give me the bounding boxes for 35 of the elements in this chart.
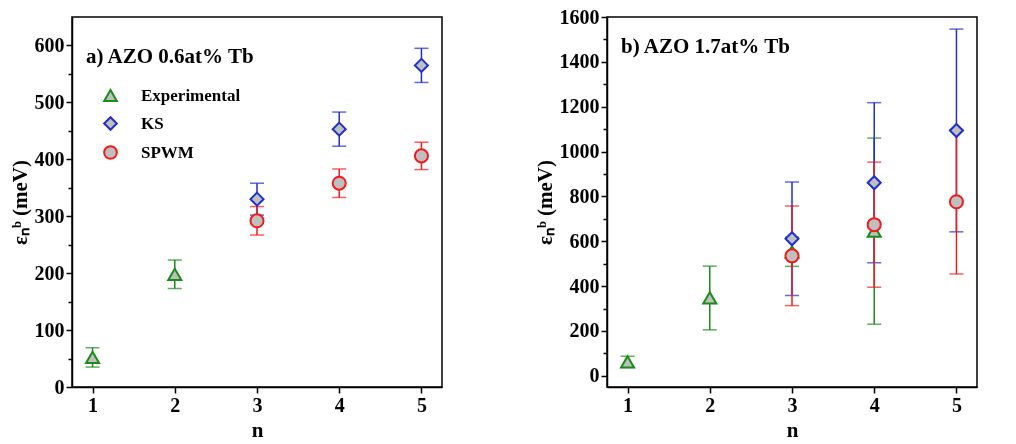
x-tick-label: 3	[787, 393, 798, 416]
x-tick-label: 5	[416, 393, 427, 416]
y-tick-label: 200	[569, 319, 600, 342]
y-tick-label: 1000	[559, 140, 600, 163]
x-tick-label: 4	[334, 393, 345, 416]
x-tick-label: 3	[252, 393, 263, 416]
y-tick-label: 600	[34, 33, 65, 56]
y-tick-label: 600	[569, 229, 600, 252]
x-axis-title: n	[786, 417, 799, 442]
y-tick-label: 100	[34, 318, 65, 341]
y-tick-label: 1200	[559, 95, 600, 118]
y-tick-label: 0	[589, 364, 600, 387]
y-tick-label: 1400	[559, 50, 600, 73]
y-tick-label: 800	[569, 184, 600, 207]
y-tick-label: 400	[569, 274, 600, 297]
y-tick-label: 200	[34, 261, 65, 284]
text: a) AZO 0.6at% Tb	[86, 44, 254, 68]
y-tick-label: 1600	[559, 5, 600, 28]
x-tick-label: 4	[869, 393, 880, 416]
legend-label: KS	[141, 113, 164, 133]
y-tick-label: 500	[34, 90, 65, 113]
y-axis-title: εₙᵇ (meV)	[532, 160, 557, 245]
legend-label: Experimental	[141, 85, 241, 105]
x-tick-label: 5	[951, 393, 962, 416]
x-tick-label: 2	[170, 393, 181, 416]
text: b) AZO 1.7at% Tb	[621, 34, 790, 58]
y-tick-label: 0	[54, 375, 65, 398]
legend-label: SPWM	[141, 142, 194, 162]
x-tick-label: 1	[88, 393, 99, 416]
y-tick-label: 300	[34, 204, 65, 227]
x-tick-label: 1	[623, 393, 634, 416]
y-tick-label: 400	[34, 147, 65, 170]
x-tick-label: 2	[705, 393, 716, 416]
y-axis-title: εₙᵇ (meV)	[7, 160, 32, 245]
x-axis-title: n	[251, 417, 264, 442]
